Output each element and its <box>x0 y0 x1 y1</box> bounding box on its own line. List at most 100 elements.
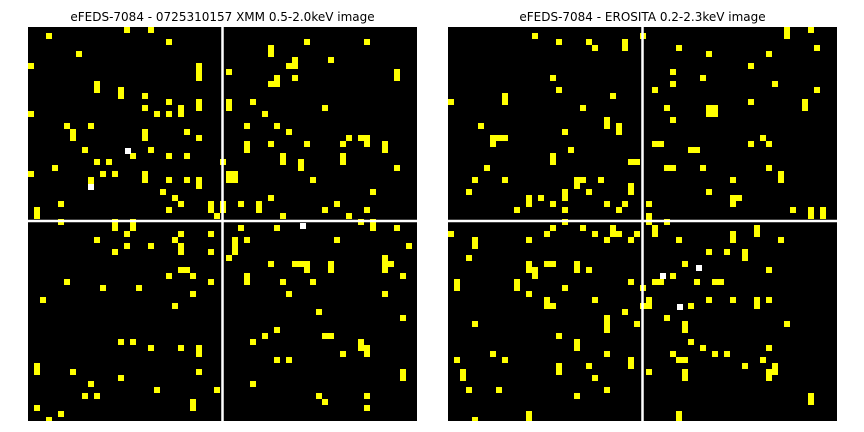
erosita-image <box>448 27 837 421</box>
count-pixel <box>118 375 124 381</box>
count-pixel <box>160 189 166 195</box>
count-pixel <box>106 159 112 165</box>
count-pixel <box>154 111 160 117</box>
count-pixel <box>550 75 556 81</box>
count-pixel <box>748 63 754 69</box>
count-pixel <box>772 363 778 375</box>
erosita-image-title: eFEDS-7084 - EROSITA 0.2-2.3keV image <box>519 10 766 24</box>
count-pixel <box>190 291 196 297</box>
count-pixel <box>148 345 154 351</box>
count-pixel <box>274 123 280 129</box>
count-pixel <box>190 405 196 411</box>
count-pixel <box>682 357 688 363</box>
count-pixel <box>544 231 550 237</box>
count-pixel <box>670 81 676 87</box>
count-pixel <box>622 309 628 315</box>
count-pixel <box>712 351 718 357</box>
count-pixel <box>652 279 658 285</box>
count-pixel <box>226 99 232 111</box>
count-pixel <box>586 363 592 369</box>
count-pixel <box>550 225 556 231</box>
count-pixel <box>166 177 172 183</box>
count-pixel <box>766 369 772 381</box>
count-pixel <box>244 141 250 147</box>
count-pixel <box>364 39 370 45</box>
count-pixel <box>286 129 292 135</box>
count-pixel <box>286 357 292 363</box>
count-pixel <box>316 393 322 399</box>
count-pixel <box>34 405 40 411</box>
count-pixel <box>298 159 304 171</box>
count-pixel <box>736 195 742 201</box>
count-pixel <box>562 189 568 201</box>
count-pixel <box>616 123 622 135</box>
count-pixel <box>766 267 772 273</box>
count-pixel <box>316 309 322 315</box>
count-pixel <box>472 237 478 249</box>
count-pixel <box>64 123 70 129</box>
count-pixel <box>112 249 118 255</box>
count-pixel <box>550 201 556 207</box>
count-pixel <box>526 237 532 243</box>
count-pixel <box>472 177 478 183</box>
count-pixel <box>562 285 568 291</box>
count-pixel <box>790 207 796 213</box>
count-pixel <box>700 345 706 351</box>
count-pixel <box>166 111 172 117</box>
count-pixel <box>610 93 616 99</box>
count-pixel <box>448 231 454 237</box>
count-pixel <box>730 195 736 207</box>
count-pixel <box>580 105 586 111</box>
count-pixel <box>52 165 58 171</box>
count-pixel <box>502 177 508 183</box>
count-pixel <box>214 213 220 219</box>
count-pixel <box>526 411 532 421</box>
count-pixel <box>70 369 76 375</box>
count-pixel <box>382 291 388 297</box>
count-pixel <box>766 165 772 171</box>
count-pixel <box>772 81 778 87</box>
count-pixel <box>766 345 772 351</box>
count-pixel <box>574 261 580 273</box>
count-pixel <box>610 225 616 237</box>
count-pixel <box>250 99 256 105</box>
count-pixel <box>574 339 580 351</box>
count-pixel <box>724 249 730 255</box>
count-pixel <box>688 339 694 345</box>
count-pixel <box>172 237 178 243</box>
count-pixel <box>346 135 352 141</box>
count-pixel <box>304 141 310 147</box>
count-pixel <box>484 165 490 171</box>
count-pixel <box>604 321 610 327</box>
count-pixel <box>388 261 394 267</box>
count-pixel <box>676 417 682 421</box>
count-pixel <box>334 201 340 207</box>
count-pixel <box>712 279 718 285</box>
count-pixel <box>370 219 376 231</box>
count-pixel <box>166 153 172 159</box>
bright-pixel <box>677 304 683 310</box>
count-pixel <box>670 351 676 357</box>
count-pixel <box>34 363 40 375</box>
count-pixel <box>688 303 694 309</box>
count-pixel <box>400 369 406 375</box>
count-pixel <box>664 315 670 321</box>
count-pixel <box>592 297 598 303</box>
count-pixel <box>94 159 100 165</box>
count-pixel <box>208 201 214 213</box>
count-pixel <box>274 75 280 87</box>
count-pixel <box>148 27 154 33</box>
bright-pixel <box>300 223 306 229</box>
count-pixel <box>184 129 190 135</box>
count-pixel <box>604 201 610 207</box>
bright-pixel <box>88 184 94 190</box>
count-pixel <box>100 171 106 177</box>
count-pixel <box>364 135 370 147</box>
count-pixel <box>124 231 130 237</box>
count-pixel <box>28 63 34 69</box>
count-pixel <box>166 207 172 213</box>
count-pixel <box>538 195 544 201</box>
count-pixel <box>382 255 388 267</box>
count-pixel <box>766 141 772 147</box>
count-pixel <box>556 333 562 339</box>
